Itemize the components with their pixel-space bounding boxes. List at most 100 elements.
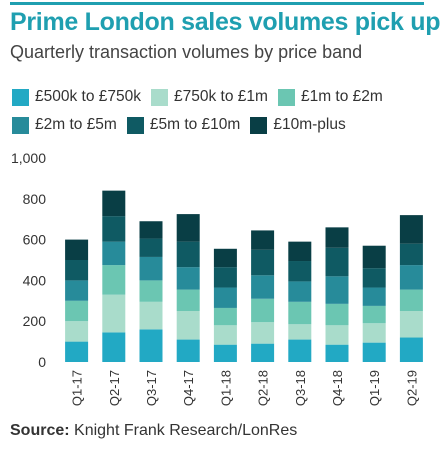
bar-segment <box>251 275 275 299</box>
bar-segment <box>176 311 200 340</box>
y-tick-label: 200 <box>23 313 47 329</box>
legend-swatch <box>126 116 144 134</box>
bar-segment <box>288 241 312 262</box>
legend-item-2: £1m to £2m <box>277 88 383 106</box>
bar-segment <box>325 344 349 362</box>
x-tick-label: Q4-17 <box>181 370 196 406</box>
bar-segment <box>399 243 423 266</box>
bar-segment <box>213 325 237 345</box>
bar-segment <box>399 311 423 338</box>
legend-label: £2m to £5m <box>35 116 117 133</box>
bar-segment <box>251 322 275 344</box>
bar-segment <box>213 307 237 326</box>
bar-segment <box>139 238 163 257</box>
bar-segment <box>102 294 126 333</box>
bar-segment <box>362 305 386 324</box>
chart-title: Prime London sales volumes pick up <box>10 8 441 36</box>
legend-swatch <box>12 88 29 106</box>
bar-segment <box>325 227 349 248</box>
bar-segment <box>102 190 126 217</box>
y-tick-label: 800 <box>23 191 47 207</box>
bar-segment <box>362 323 386 343</box>
x-tick-label: Q1-17 <box>70 370 85 406</box>
bar-segment <box>176 214 200 242</box>
bar-segment <box>139 280 163 302</box>
legend-swatch <box>12 116 29 134</box>
source-note: Source: Knight Frank Research/LonRes <box>10 422 297 440</box>
bar-segment <box>362 245 386 269</box>
bar-segment <box>399 289 423 311</box>
bar-segment <box>139 301 163 330</box>
bar-segment <box>399 215 423 244</box>
legend-label: £10m-plus <box>273 116 346 133</box>
bar-segment <box>102 216 126 242</box>
bar-segment <box>251 249 275 276</box>
x-tick-label: Q3-18 <box>293 370 308 406</box>
legend-item-0: £500k to £750k <box>12 88 141 106</box>
bar-segment <box>399 265 423 290</box>
legend-item-3: £2m to £5m <box>12 116 117 134</box>
bar-segment <box>213 248 237 268</box>
chart-subtitle: Quarterly transaction volumes by price b… <box>10 42 363 62</box>
legend-swatch <box>250 116 268 134</box>
bar-segment <box>213 344 237 362</box>
bar-segment <box>139 256 163 281</box>
bar-segment <box>139 329 163 362</box>
bar-segment <box>362 268 386 288</box>
source-label: Source: <box>10 422 70 439</box>
bar-segment <box>213 267 237 288</box>
bar-segment <box>251 343 275 362</box>
bar-segment <box>325 303 349 326</box>
legend-label: £500k to £750k <box>35 88 142 105</box>
bar-segment <box>288 324 312 340</box>
bar-segment <box>288 281 312 302</box>
bar-segment <box>251 298 275 323</box>
bar-segment <box>65 239 89 260</box>
legend-label: £1m to £2m <box>300 88 383 105</box>
legend-item-1: £750k to £1m <box>151 88 268 106</box>
bar-segment <box>362 342 386 362</box>
legend-item-4: £5m to £10m <box>126 116 241 134</box>
bar-segment <box>325 276 349 304</box>
x-tick-label: Q1-19 <box>367 370 382 406</box>
bar-segment <box>288 301 312 325</box>
source-text: Knight Frank Research/LonRes <box>74 422 298 439</box>
x-tick-label: Q2-18 <box>256 370 271 406</box>
bar-segment <box>251 230 275 250</box>
bar-segment <box>176 289 200 311</box>
bar-segment <box>399 337 423 362</box>
x-tick-label: Q4-18 <box>330 370 345 406</box>
x-tick-label: Q1-18 <box>218 370 233 406</box>
y-tick-label: 400 <box>23 272 47 288</box>
bar-segment <box>65 260 89 281</box>
bar-segment <box>176 267 200 290</box>
bar-segment <box>102 265 126 295</box>
stacked-bar-chart: 0 200 400 600 800 1,000 Q1-17 Q2-17 Q3-17 Q4-17 Q1… <box>11 150 423 406</box>
bar-segment <box>288 261 312 282</box>
bar-segment <box>102 241 126 266</box>
bar-segment <box>176 339 200 362</box>
bar-segment <box>213 287 237 308</box>
x-tick-label: Q2-19 <box>404 370 419 406</box>
y-tick-label: 0 <box>38 354 46 370</box>
bar-segment <box>325 325 349 345</box>
legend-swatch <box>151 88 169 106</box>
top-accent-rule <box>10 2 424 5</box>
x-tick-label: Q2-17 <box>107 370 122 406</box>
bar-segment <box>325 247 349 277</box>
y-tick-label: 1,000 <box>11 150 46 166</box>
bar-segment <box>65 280 89 301</box>
legend-label: £5m to £10m <box>149 116 241 133</box>
y-tick-label: 600 <box>23 232 47 248</box>
bar-segment <box>362 287 386 306</box>
legend-swatch <box>277 88 295 106</box>
legend-label: £750k to £1m <box>174 88 268 105</box>
bar-segment <box>139 221 163 239</box>
bar-segment <box>65 300 89 322</box>
chart-legend: £500k to £750k £750k to £1m £1m to £2m £2m … <box>12 88 432 134</box>
bar-segment <box>102 332 126 362</box>
legend-item-5: £10m-plus <box>250 116 346 134</box>
x-tick-label: Q3-17 <box>144 370 159 406</box>
bar-segment <box>65 341 89 362</box>
bar-segment <box>288 339 312 362</box>
